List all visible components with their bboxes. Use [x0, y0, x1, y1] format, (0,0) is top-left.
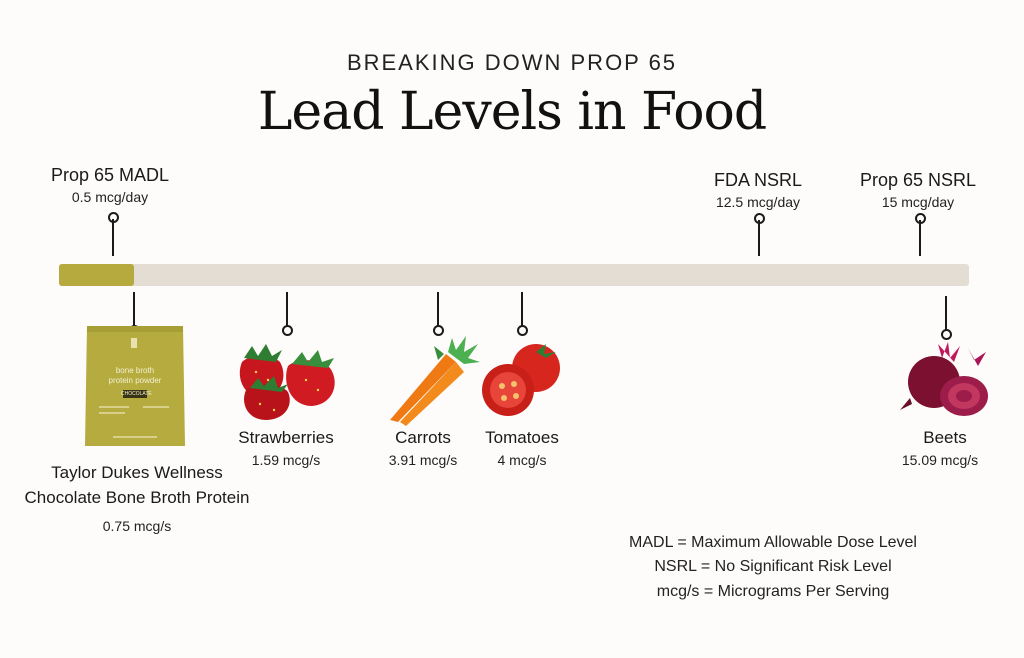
- pouch-line1: bone broth: [115, 366, 155, 375]
- threshold-prop65-nsrl-label: Prop 65 NSRL: [859, 170, 977, 190]
- threshold-madl-tick: [112, 219, 114, 256]
- threshold-madl-value: 0.5 mcg/day: [71, 189, 149, 205]
- food-beets-marker: [941, 329, 952, 340]
- food-tomatoes-marker: [517, 325, 528, 336]
- food-strawberries-name: Strawberries: [238, 428, 334, 447]
- threshold-fda-nsrl-tick: [758, 220, 760, 256]
- food-protein-name-line2: Chocolate Bone Broth Protein: [24, 488, 250, 507]
- food-beets-name: Beets: [923, 428, 967, 447]
- food-protein-name-line1: Taylor Dukes Wellness: [51, 463, 223, 482]
- food-carrots-value: 3.91 mcg/s: [388, 452, 458, 468]
- tomatoes-icon: [482, 338, 562, 420]
- food-beets-tick: [945, 296, 947, 330]
- food-carrots-tick: [437, 292, 439, 326]
- legend-mcg-s: mcg/s = Micrograms Per Serving: [656, 583, 890, 600]
- food-tomatoes-name: Tomatoes: [485, 428, 559, 447]
- food-carrots-name: Carrots: [395, 428, 451, 447]
- beets-icon: [898, 338, 994, 420]
- food-protein-tick: [133, 292, 135, 326]
- food-beets-value: 15.09 mcg/s: [901, 452, 979, 468]
- food-strawberries-tick: [286, 292, 288, 326]
- threshold-prop65-nsrl-value: 15 mcg/day: [881, 194, 955, 210]
- scale-track: [59, 264, 969, 286]
- food-protein-value: 0.75 mcg/s: [102, 518, 172, 534]
- threshold-fda-nsrl-label: FDA NSRL: [713, 170, 803, 190]
- page-title: Lead Levels in Food: [257, 82, 767, 142]
- food-tomatoes-value: 4 mcg/s: [497, 452, 547, 468]
- food-carrots-marker: [433, 325, 444, 336]
- food-strawberries-value: 1.59 mcg/s: [251, 452, 321, 468]
- legend-nsrl: NSRL = No Significant Risk Level: [654, 558, 892, 575]
- strawberries-icon: [232, 336, 344, 422]
- protein-pouch-icon: bone broth protein powder CHOCOLATE: [83, 324, 187, 450]
- legend-madl: MADL = Maximum Allowable Dose Level: [629, 534, 917, 551]
- food-tomatoes-tick: [521, 292, 523, 326]
- pouch-flavor: CHOCOLATE: [121, 391, 152, 397]
- scale-fill: [59, 264, 134, 286]
- carrots-icon: [376, 332, 482, 428]
- threshold-prop65-nsrl-tick: [919, 220, 921, 256]
- pouch-line2: protein powder: [108, 376, 162, 385]
- food-strawberries-marker: [282, 325, 293, 336]
- threshold-madl-label: Prop 65 MADL: [50, 165, 170, 185]
- threshold-fda-nsrl-value: 12.5 mcg/day: [715, 194, 801, 210]
- page-kicker: BREAKING DOWN PROP 65: [346, 50, 678, 75]
